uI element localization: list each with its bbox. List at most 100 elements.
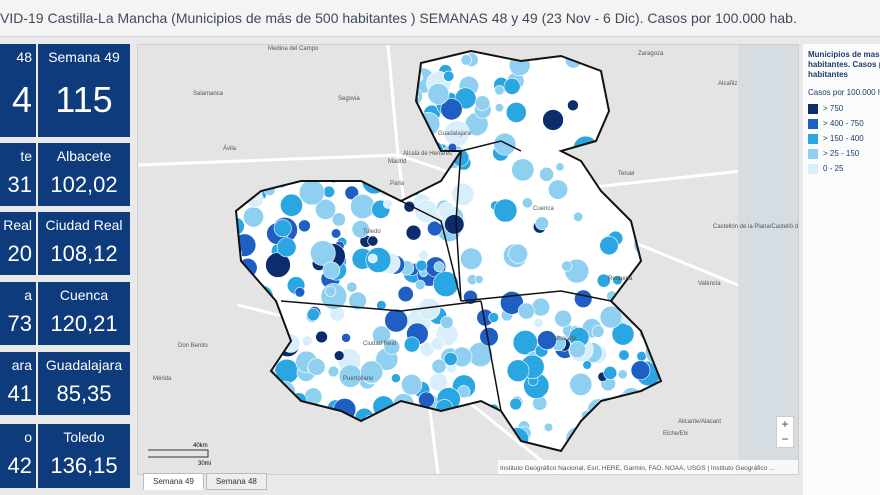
municipality bbox=[302, 149, 328, 176]
municipality bbox=[307, 357, 326, 376]
tab[interactable]: Semana 48 bbox=[205, 473, 267, 490]
kpi-card: Real 20 bbox=[0, 212, 36, 275]
legend-label: > 400 - 750 bbox=[823, 119, 864, 128]
municipality bbox=[567, 99, 579, 112]
municipality bbox=[645, 391, 655, 401]
municipality bbox=[418, 250, 429, 261]
place-label: Elche/Elx bbox=[663, 431, 688, 437]
legend-swatch bbox=[808, 133, 818, 144]
municipality bbox=[326, 142, 342, 158]
kpi-label: Toledo bbox=[63, 429, 105, 445]
map[interactable]: Medina del Campo Salamanca Segovia Ávila Mad… bbox=[137, 44, 799, 475]
municipality bbox=[253, 65, 270, 82]
municipality bbox=[355, 449, 365, 451]
municipality bbox=[346, 281, 358, 293]
municipality bbox=[263, 124, 287, 148]
place-label: València bbox=[698, 281, 721, 287]
municipality bbox=[569, 372, 593, 396]
municipality bbox=[322, 185, 336, 198]
legend-item: > 25 - 150 bbox=[808, 146, 875, 161]
municipality bbox=[308, 68, 333, 93]
municipality bbox=[236, 177, 249, 199]
municipality bbox=[236, 127, 260, 153]
municipality bbox=[350, 193, 376, 219]
municipality bbox=[639, 289, 654, 305]
municipality bbox=[457, 440, 478, 451]
municipality bbox=[339, 424, 352, 437]
municipality bbox=[505, 102, 527, 123]
municipality bbox=[617, 289, 641, 313]
scale-km: 40km bbox=[193, 443, 208, 449]
zoom-controls[interactable]: + − bbox=[776, 416, 794, 448]
municipality bbox=[574, 289, 593, 308]
place-label: Requena bbox=[608, 276, 633, 282]
municipality bbox=[645, 208, 661, 232]
kpi-value: 120,21 bbox=[50, 311, 118, 336]
municipality bbox=[278, 413, 293, 428]
municipality bbox=[443, 431, 456, 444]
municipality bbox=[503, 77, 521, 95]
municipality bbox=[267, 432, 290, 451]
municipality bbox=[301, 335, 313, 347]
municipality bbox=[425, 434, 452, 451]
municipality bbox=[236, 233, 257, 257]
municipality bbox=[236, 217, 245, 236]
place-label: Mérida bbox=[153, 376, 172, 382]
place-label: Madrid bbox=[388, 159, 406, 165]
municipality bbox=[338, 111, 363, 135]
municipality bbox=[401, 374, 423, 396]
municipality bbox=[354, 407, 375, 428]
place-label: Alcalá de Henares bbox=[403, 151, 452, 157]
municipality bbox=[292, 418, 302, 429]
municipality bbox=[236, 123, 241, 134]
municipality bbox=[360, 360, 384, 384]
municipality bbox=[370, 122, 382, 133]
municipality bbox=[431, 358, 447, 374]
municipality bbox=[236, 53, 248, 71]
municipality bbox=[309, 419, 330, 440]
kpi-card: Guadalajara 85,35 bbox=[38, 352, 130, 415]
place-label: Puertollano bbox=[343, 376, 374, 382]
municipality bbox=[443, 352, 458, 366]
municipality bbox=[376, 51, 390, 65]
municipality bbox=[357, 63, 379, 85]
municipality bbox=[645, 301, 661, 319]
legend-title: Municipios de mas d bbox=[808, 50, 880, 59]
tab[interactable]: Semana 49 bbox=[143, 473, 204, 490]
municipality bbox=[376, 300, 387, 311]
kpi-value: 42 bbox=[7, 453, 32, 478]
kpi-card: Semana 49 115 bbox=[38, 44, 130, 137]
municipality bbox=[582, 360, 592, 370]
scale-mi: 30mi bbox=[198, 461, 211, 467]
municipality bbox=[236, 436, 245, 451]
municipality bbox=[294, 103, 309, 118]
scale-bar bbox=[148, 449, 209, 458]
municipality bbox=[399, 132, 415, 149]
municipality bbox=[277, 133, 288, 145]
municipality bbox=[583, 444, 593, 451]
municipality bbox=[327, 365, 340, 378]
municipality bbox=[238, 54, 264, 80]
kpi-label: Cuenca bbox=[59, 287, 109, 303]
municipality bbox=[329, 427, 343, 441]
municipality bbox=[508, 243, 529, 264]
legend-label: > 150 - 400 bbox=[823, 134, 864, 143]
municipality bbox=[236, 117, 250, 136]
municipality bbox=[236, 407, 259, 433]
municipality bbox=[395, 120, 412, 137]
kpi-label: o bbox=[24, 429, 32, 445]
municipality bbox=[474, 95, 491, 111]
municipality bbox=[236, 344, 249, 370]
municipality bbox=[397, 286, 414, 303]
municipality bbox=[361, 169, 387, 195]
map-svg: Medina del Campo Salamanca Segovia Ávila Mad… bbox=[138, 45, 798, 474]
municipality bbox=[561, 260, 573, 272]
municipality bbox=[511, 158, 535, 182]
legend-label: > 25 - 150 bbox=[823, 149, 860, 158]
municipality bbox=[265, 252, 291, 278]
kpi-card: o 42 bbox=[0, 424, 36, 488]
municipality bbox=[384, 308, 409, 333]
attribution-bg bbox=[498, 460, 798, 474]
place-label: Albacete bbox=[553, 336, 577, 342]
municipality bbox=[355, 128, 365, 138]
